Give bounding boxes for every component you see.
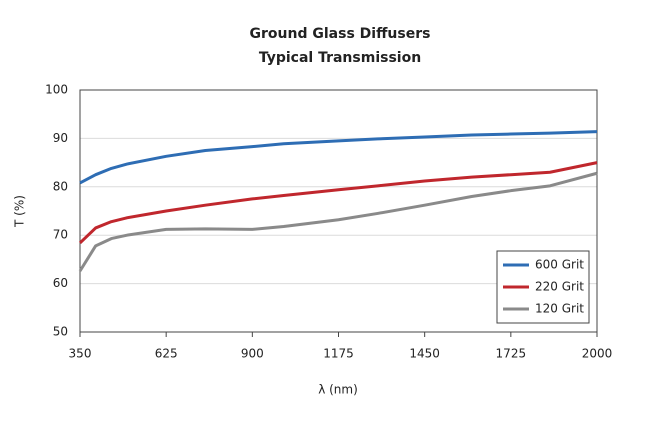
x-tick-label: 625 <box>155 347 178 361</box>
legend-label: 220 Grit <box>535 280 584 294</box>
y-tick-label: 80 <box>53 179 68 193</box>
x-tick-label: 1450 <box>409 347 440 361</box>
legend-label: 600 Grit <box>535 258 584 272</box>
plot-frame <box>79 89 598 333</box>
x-tick-label: 900 <box>241 347 264 361</box>
series-line <box>78 161 598 245</box>
x-tick-label: 2000 <box>582 347 613 361</box>
series-line <box>78 171 598 272</box>
chart-subtitle: Typical Transmission <box>259 50 421 66</box>
series-line <box>79 130 598 185</box>
y-tick-label: 100 <box>45 83 68 97</box>
x-tick-label: 350 <box>69 347 92 361</box>
x-axis-label: λ (nm) <box>318 383 358 397</box>
legend-label: 120 Grit <box>535 302 584 316</box>
y-axis-label: T (%) <box>13 195 27 228</box>
chart-title: Ground Glass Diffusers <box>250 26 431 42</box>
y-tick-label: 60 <box>53 276 68 290</box>
x-tick-label: 1725 <box>496 347 527 361</box>
y-tick-label: 70 <box>53 228 68 242</box>
y-tick-label: 50 <box>53 325 68 339</box>
y-tick-label: 90 <box>53 131 68 145</box>
x-tick-label: 1175 <box>323 347 354 361</box>
